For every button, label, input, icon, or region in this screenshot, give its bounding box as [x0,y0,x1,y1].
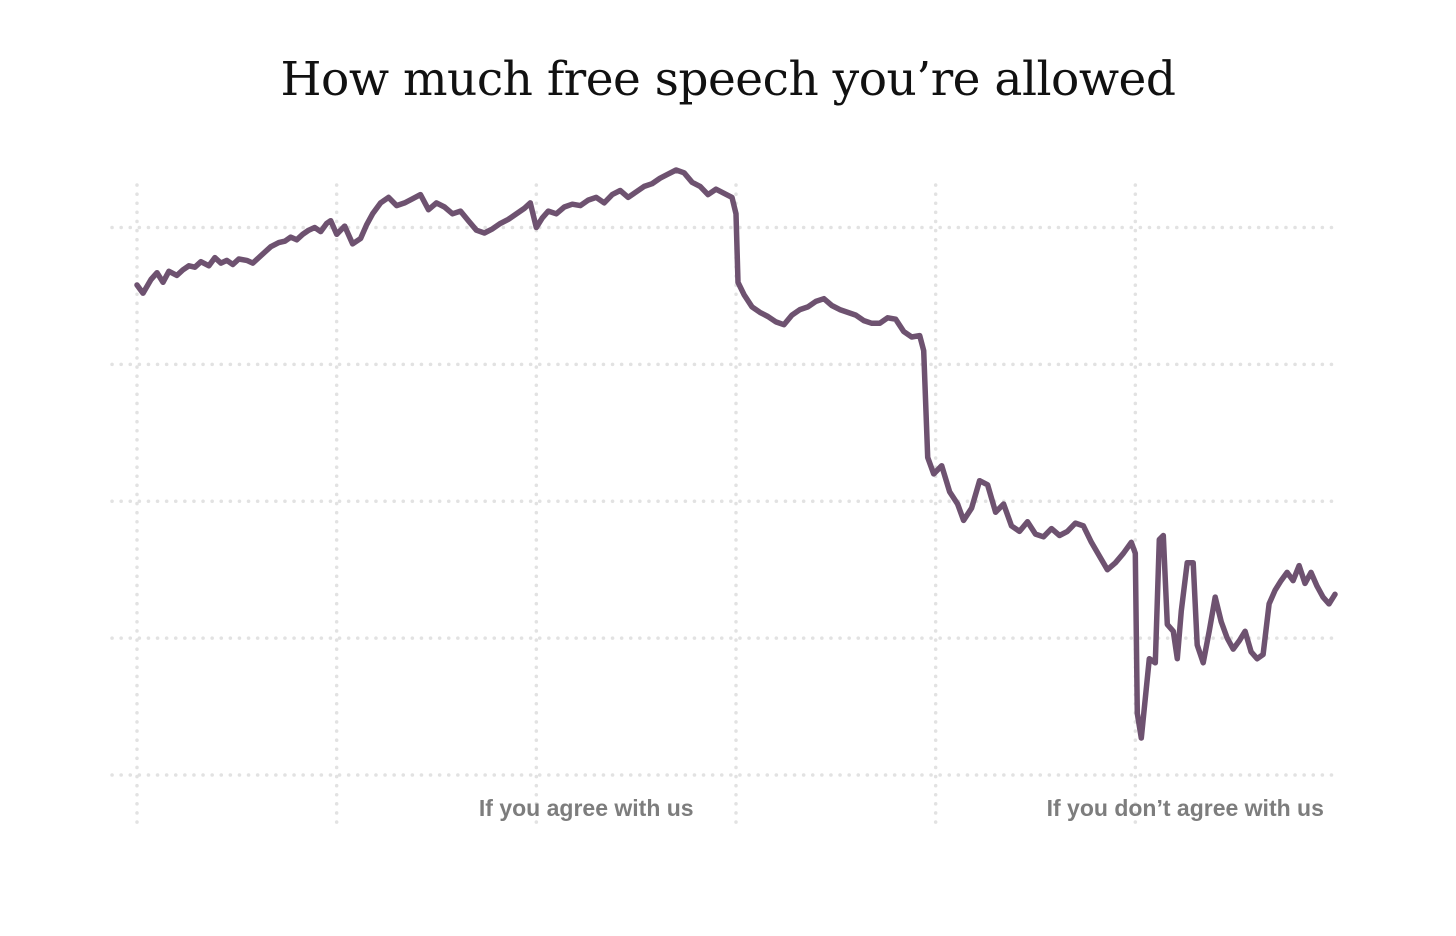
chart-title: How much free speech you’re allowed [280,52,1176,107]
series-line-group [134,167,1338,741]
x-tick-label: If you agree with us [479,795,694,821]
series-line [134,167,1338,741]
x-tick-labels: If you agree with us If you don’t agree w… [479,795,1324,821]
x-tick-label: If you don’t agree with us [1047,795,1324,821]
grid [110,183,1337,832]
